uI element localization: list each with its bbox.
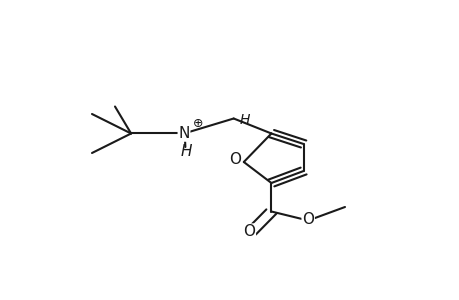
Text: H: H [180, 144, 192, 159]
Text: ⊕: ⊕ [192, 117, 202, 130]
Text: N: N [178, 126, 189, 141]
Text: O: O [229, 152, 241, 167]
Text: O: O [302, 212, 313, 226]
Text: O: O [243, 224, 255, 239]
Text: H: H [240, 113, 250, 127]
